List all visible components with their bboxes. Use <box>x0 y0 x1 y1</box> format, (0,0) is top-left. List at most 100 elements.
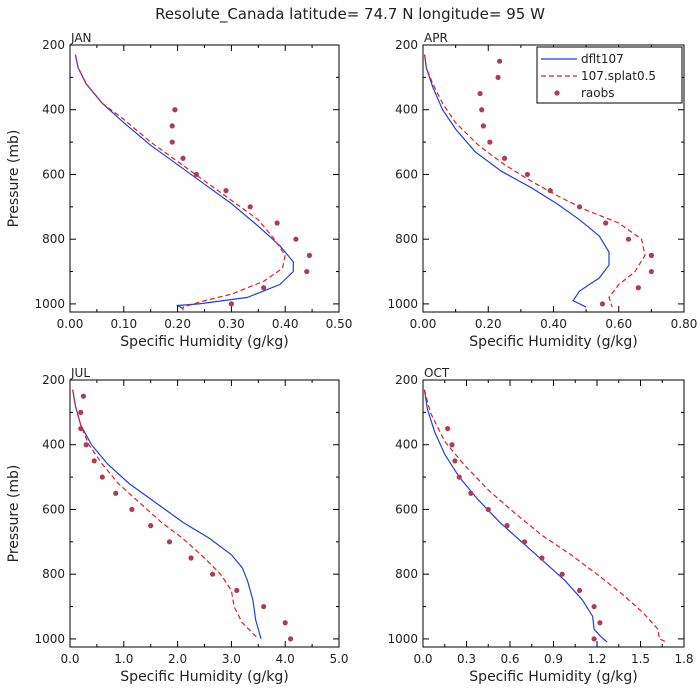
raobs-point <box>477 90 483 97</box>
raobs-point <box>468 490 474 496</box>
panel-title: APR <box>424 31 448 45</box>
x-tick-label: 0.50 <box>326 317 353 331</box>
raobs-point <box>169 123 175 129</box>
raobs-point <box>223 188 229 194</box>
figure-title: Resolute_Canada latitude= 74.7 N longitu… <box>155 5 545 24</box>
raobs-point <box>456 474 462 480</box>
raobs-point <box>304 268 310 275</box>
x-tick-label: 3.0 <box>222 652 241 666</box>
raobs-point <box>78 425 84 432</box>
raobs-point <box>648 268 654 275</box>
raobs-point <box>504 523 510 529</box>
y-tick-label: 800 <box>42 232 65 246</box>
y-axis-label: Pressure (mb) <box>6 465 22 563</box>
legend-label: 107.splat0.5 <box>581 69 656 83</box>
y-tick-label: 1000 <box>387 632 418 646</box>
raobs-point <box>209 571 216 577</box>
x-axis-label: Specific Humidity (g/kg) <box>469 334 637 350</box>
y-tick-label: 400 <box>42 438 65 452</box>
raobs-point <box>603 220 609 226</box>
panel-title: JUL <box>70 366 90 380</box>
raobs-point <box>180 155 186 161</box>
plot-frame <box>69 379 340 648</box>
x-axis-label: Specific Humidity (g/kg) <box>120 669 288 685</box>
panel-title: OCT <box>424 366 450 380</box>
raobs-point <box>497 58 503 64</box>
y-tick-label: 1000 <box>34 297 65 311</box>
raobs-point <box>78 409 84 415</box>
raobs-point <box>166 539 173 545</box>
plot-frame <box>422 379 685 648</box>
y-tick-label: 600 <box>42 167 65 181</box>
y-tick-label: 400 <box>395 103 418 117</box>
raobs-point <box>495 74 501 80</box>
raobs-point <box>452 458 458 464</box>
plot-frame <box>69 44 340 313</box>
raobs-point <box>261 603 267 610</box>
raobs-point <box>188 555 194 561</box>
legend-label: dflt107 <box>581 52 624 66</box>
x-tick-label: 0.40 <box>272 317 299 331</box>
panel-apr: APR 0.00 0.20 0.40 0.60 0.80 200 400 600 800 1000 S… <box>387 31 697 350</box>
x-tick-label: 0.00 <box>410 317 437 331</box>
raobs-point <box>293 236 299 242</box>
raobs-point <box>480 123 486 129</box>
series-line-dflt107 <box>72 389 262 640</box>
raobs-point <box>169 139 175 145</box>
raobs-point <box>193 171 200 178</box>
x-tick-label: 1.0 <box>114 652 133 666</box>
x-tick-label: 2.0 <box>168 652 187 666</box>
raobs-point <box>228 301 234 307</box>
y-tick-label: 600 <box>395 502 418 516</box>
panel-jul: JUL 0.0 1.0 2.0 3.0 4.0 5.0 200 400 600 800 1000 Spe… <box>6 366 349 685</box>
series-line-dflt107 <box>74 54 294 310</box>
raobs-point <box>599 301 606 307</box>
x-tick-label: 0.40 <box>540 317 567 331</box>
raobs-point <box>247 204 253 210</box>
raobs-point <box>591 603 597 610</box>
legend: dflt107 107.splat0.5 raobs <box>536 46 683 104</box>
raobs-point <box>591 636 597 642</box>
x-tick-label: 0.20 <box>164 317 191 331</box>
raobs-point <box>80 393 87 399</box>
y-tick-label: 1000 <box>34 632 65 646</box>
raobs-point <box>485 506 491 513</box>
raobs-point <box>234 587 240 593</box>
x-tick-label: 5.0 <box>329 652 348 666</box>
raobs-point <box>559 571 565 577</box>
raobs-point <box>547 188 553 194</box>
raobs-point <box>261 285 267 291</box>
x-tick-label: 0.0 <box>60 652 79 666</box>
x-axis-label: Specific Humidity (g/kg) <box>469 669 637 685</box>
raobs-point <box>274 220 280 226</box>
raobs-point <box>577 587 583 593</box>
raobs-point <box>172 107 178 113</box>
x-tick-label: 0.6 <box>500 652 519 666</box>
series-line-107-splat0-5 <box>424 54 646 308</box>
series-line-dflt107 <box>423 389 608 643</box>
y-tick-label: 800 <box>395 567 418 581</box>
series-line-107-splat0-5 <box>72 389 259 640</box>
raobs-point <box>648 252 654 258</box>
y-tick-label: 800 <box>395 232 418 246</box>
raobs-point <box>449 442 455 448</box>
series-line-107-splat0-5 <box>74 54 286 311</box>
raobs-point <box>83 442 89 448</box>
legend-marker <box>554 90 560 96</box>
raobs-point <box>521 539 528 545</box>
x-tick-label: 4.0 <box>276 652 295 666</box>
panel-title: JAN <box>70 31 92 45</box>
y-tick-label: 400 <box>395 438 418 452</box>
raobs-point <box>148 523 154 529</box>
y-tick-label: 600 <box>42 502 65 516</box>
series-line-107-splat0-5 <box>423 389 667 643</box>
y-tick-label: 200 <box>395 373 418 387</box>
raobs-point <box>479 107 485 113</box>
y-tick-label: 200 <box>42 373 65 387</box>
raobs-point <box>91 458 97 464</box>
y-tick-label: 400 <box>42 103 65 117</box>
raobs-point <box>99 474 105 480</box>
x-tick-label: 0.20 <box>475 317 502 331</box>
raobs-point <box>129 506 135 513</box>
